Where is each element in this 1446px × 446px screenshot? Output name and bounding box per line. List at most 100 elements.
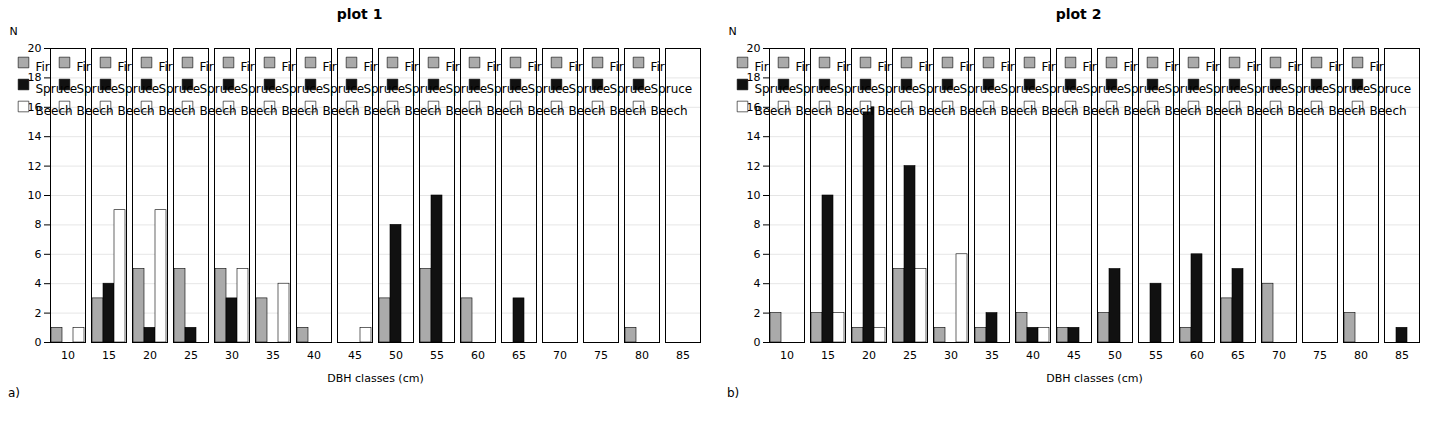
svg-text:40: 40 — [1026, 349, 1040, 362]
svg-text:Fir: Fir — [118, 60, 132, 74]
svg-text:70: 70 — [553, 349, 567, 362]
svg-text:Beech: Beech — [1001, 104, 1038, 118]
svg-text:Beech: Beech — [77, 104, 114, 118]
svg-text:Spruce: Spruce — [651, 82, 693, 96]
svg-text:Beech: Beech — [1206, 104, 1243, 118]
svg-text:Beech: Beech — [755, 104, 792, 118]
svg-text:Fir: Fir — [569, 60, 583, 74]
svg-text:Spruce: Spruce — [487, 82, 529, 96]
svg-text:Spruce: Spruce — [796, 82, 838, 96]
svg-text:Fir: Fir — [487, 60, 501, 74]
svg-text:Beech: Beech — [1042, 104, 1079, 118]
svg-text:12: 12 — [28, 160, 42, 173]
svg-text:Beech: Beech — [610, 104, 647, 118]
svg-text:Beech: Beech — [159, 104, 196, 118]
svg-text:Beech: Beech — [837, 104, 874, 118]
svg-text:Spruce: Spruce — [364, 82, 406, 96]
svg-text:Fir: Fir — [1288, 60, 1302, 74]
svg-text:Spruce: Spruce — [77, 82, 119, 96]
svg-text:Beech: Beech — [528, 104, 565, 118]
svg-text:Beech: Beech — [1288, 104, 1325, 118]
svg-text:Fir: Fir — [796, 60, 810, 74]
svg-text:4: 4 — [754, 277, 761, 290]
svg-text:6: 6 — [35, 248, 42, 261]
svg-text:N: N — [10, 25, 18, 38]
svg-text:Beech: Beech — [200, 104, 237, 118]
svg-text:25: 25 — [184, 349, 198, 362]
svg-text:Spruce: Spruce — [1247, 82, 1289, 96]
svg-text:70: 70 — [1272, 349, 1286, 362]
svg-text:50: 50 — [389, 349, 403, 362]
svg-text:Beech: Beech — [282, 104, 319, 118]
svg-text:Fir: Fir — [36, 60, 50, 74]
svg-text:60: 60 — [471, 349, 485, 362]
svg-text:Fir: Fir — [755, 60, 769, 74]
svg-text:80: 80 — [1354, 349, 1368, 362]
svg-text:DBH classes (cm): DBH classes (cm) — [327, 372, 423, 385]
svg-text:Beech: Beech — [919, 104, 956, 118]
svg-text:Spruce: Spruce — [405, 82, 447, 96]
svg-text:40: 40 — [307, 349, 321, 362]
svg-text:Spruce: Spruce — [36, 82, 78, 96]
svg-text:14: 14 — [28, 130, 42, 143]
svg-text:Beech: Beech — [960, 104, 997, 118]
svg-text:Spruce: Spruce — [960, 82, 1002, 96]
svg-text:Fir: Fir — [610, 60, 624, 74]
svg-text:20: 20 — [747, 42, 761, 55]
svg-text:Spruce: Spruce — [1165, 82, 1207, 96]
svg-text:80: 80 — [635, 349, 649, 362]
svg-text:Beech: Beech — [651, 104, 688, 118]
svg-text:Spruce: Spruce — [919, 82, 961, 96]
svg-text:Spruce: Spruce — [878, 82, 920, 96]
svg-text:Beech: Beech — [1083, 104, 1120, 118]
svg-text:Beech: Beech — [569, 104, 606, 118]
svg-text:Beech: Beech — [1165, 104, 1202, 118]
svg-text:Beech: Beech — [1329, 104, 1366, 118]
svg-text:85: 85 — [1395, 349, 1409, 362]
svg-text:10: 10 — [780, 349, 794, 362]
svg-text:Spruce: Spruce — [323, 82, 365, 96]
svg-text:Fir: Fir — [364, 60, 378, 74]
svg-text:10: 10 — [747, 189, 761, 202]
svg-text:15: 15 — [821, 349, 835, 362]
svg-text:Beech: Beech — [796, 104, 833, 118]
svg-text:2: 2 — [754, 307, 761, 320]
svg-text:Fir: Fir — [1329, 60, 1343, 74]
svg-text:Fir: Fir — [1206, 60, 1220, 74]
svg-text:60: 60 — [1190, 349, 1204, 362]
svg-text:8: 8 — [35, 218, 42, 231]
svg-text:55: 55 — [1149, 349, 1163, 362]
svg-text:35: 35 — [266, 349, 280, 362]
svg-text:Fir: Fir — [1370, 60, 1384, 74]
svg-text:Spruce: Spruce — [1370, 82, 1412, 96]
svg-text:10: 10 — [28, 189, 42, 202]
svg-text:Fir: Fir — [1247, 60, 1261, 74]
svg-text:Spruce: Spruce — [446, 82, 488, 96]
svg-text:DBH classes (cm): DBH classes (cm) — [1046, 372, 1142, 385]
svg-text:Beech: Beech — [364, 104, 401, 118]
svg-text:Spruce: Spruce — [118, 82, 160, 96]
svg-text:Fir: Fir — [446, 60, 460, 74]
svg-text:14: 14 — [747, 130, 761, 143]
svg-text:Beech: Beech — [1247, 104, 1284, 118]
svg-text:Fir: Fir — [1001, 60, 1015, 74]
svg-text:Spruce: Spruce — [1042, 82, 1084, 96]
svg-text:Fir: Fir — [528, 60, 542, 74]
svg-text:Fir: Fir — [837, 60, 851, 74]
svg-text:Fir: Fir — [323, 60, 337, 74]
svg-text:Fir: Fir — [282, 60, 296, 74]
svg-text:15: 15 — [102, 349, 116, 362]
svg-text:Spruce: Spruce — [569, 82, 611, 96]
svg-text:Spruce: Spruce — [200, 82, 242, 96]
svg-text:35: 35 — [985, 349, 999, 362]
svg-text:Fir: Fir — [1042, 60, 1056, 74]
svg-text:50: 50 — [1108, 349, 1122, 362]
svg-text:8: 8 — [754, 218, 761, 231]
svg-text:75: 75 — [594, 349, 608, 362]
svg-text:Fir: Fir — [960, 60, 974, 74]
svg-text:Fir: Fir — [651, 60, 665, 74]
svg-text:20: 20 — [28, 42, 42, 55]
svg-text:Spruce: Spruce — [1124, 82, 1166, 96]
svg-text:Beech: Beech — [405, 104, 442, 118]
svg-text:Spruce: Spruce — [159, 82, 201, 96]
